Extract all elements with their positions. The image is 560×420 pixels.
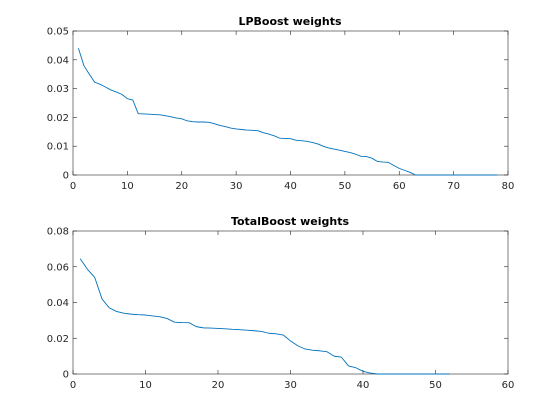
- y-tick-label: 0.05: [47, 27, 69, 38]
- x-tick-label: 30: [284, 380, 297, 391]
- y-tick-label: 0.08: [47, 227, 69, 238]
- axes-box: [72, 230, 509, 375]
- y-tick-label: 0.02: [47, 334, 69, 345]
- y-tick-label: 0.01: [47, 142, 69, 153]
- y-tick-label: 0.04: [47, 55, 69, 66]
- x-tick-label: 20: [175, 181, 188, 192]
- x-tick-label: 0: [70, 380, 76, 391]
- lpboost-plot: LPBoost weights 0 10 20 30 40 50 60 70 80 0 0.01 0.…: [47, 15, 515, 192]
- x-tick-label: 60: [502, 380, 515, 391]
- series-line: [79, 258, 450, 375]
- x-tick-label: 60: [393, 181, 406, 192]
- y-tick-label: 0.04: [47, 298, 69, 309]
- x-tick-label: 70: [447, 181, 460, 192]
- y-tick-label: 0.06: [47, 262, 69, 273]
- totalboost-plot: TotalBoost weights 0 10 20 30 40 50 60 0 0.02 0.0…: [47, 215, 515, 391]
- x-tick-label: 40: [357, 380, 370, 391]
- y-tick-label: 0.03: [47, 84, 69, 95]
- y-tick-label: 0.02: [47, 113, 69, 124]
- y-tick-label: 0: [63, 370, 69, 381]
- x-tick-label: 10: [121, 181, 134, 192]
- x-tick-label: 10: [139, 380, 152, 391]
- series-line: [78, 48, 498, 176]
- chart-title: LPBoost weights: [238, 15, 342, 28]
- x-tick-label: 40: [284, 181, 297, 192]
- x-tick-label: 30: [230, 181, 243, 192]
- chart-title: TotalBoost weights: [231, 215, 350, 228]
- x-tick-label: 80: [502, 181, 515, 192]
- x-tick-label: 20: [212, 380, 225, 391]
- x-tick-label: 50: [339, 181, 352, 192]
- axes-box: [72, 30, 509, 176]
- x-tick-label: 50: [429, 380, 442, 391]
- y-tick-label: 0: [63, 171, 69, 182]
- x-tick-label: 0: [70, 181, 76, 192]
